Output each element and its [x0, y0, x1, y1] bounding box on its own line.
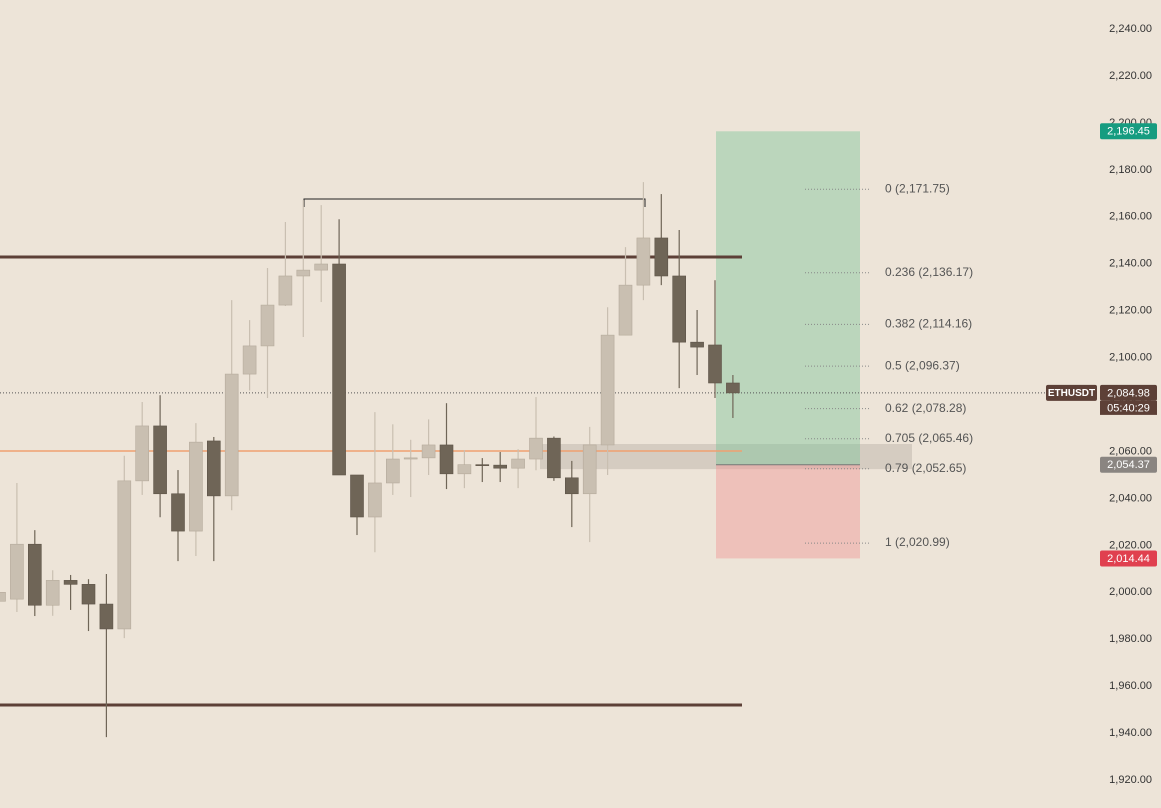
candle-body	[207, 440, 221, 497]
y-tick-label: 2,180.00	[1109, 164, 1152, 176]
candle-body	[350, 474, 364, 518]
y-tick-label: 2,140.00	[1109, 258, 1152, 270]
y-tick-label: 2,040.00	[1109, 492, 1152, 504]
candle-body	[135, 425, 149, 482]
candle-body	[63, 580, 78, 585]
y-tick-label: 1,980.00	[1109, 633, 1152, 645]
candle-body	[403, 457, 418, 460]
y-tick-label: 2,220.00	[1109, 70, 1152, 82]
candle-body	[0, 592, 6, 602]
candle-body	[600, 334, 615, 446]
candle-body	[564, 477, 579, 495]
candle-body	[296, 269, 311, 277]
price-tag-bg	[1100, 384, 1157, 401]
candle-body	[278, 275, 293, 306]
y-tick-label: 2,000.00	[1109, 586, 1152, 598]
y-tick-label: 1,960.00	[1109, 680, 1152, 692]
countdown: 05:40:29	[1107, 402, 1150, 414]
y-tick-label: 2,020.00	[1109, 539, 1152, 551]
candle-body	[99, 603, 114, 630]
candle-body	[547, 437, 561, 479]
y-tick-label: 2,060.00	[1109, 445, 1152, 457]
stop-zone	[716, 464, 860, 559]
stop-tag: 2,014.44	[1107, 553, 1150, 565]
price-tag: 2,084.98	[1107, 387, 1150, 399]
candle-body	[636, 237, 651, 286]
symbol-tag-bg	[1046, 384, 1097, 401]
y-tick-label: 2,240.00	[1109, 23, 1152, 35]
target-tag: 2,196.45	[1107, 126, 1150, 138]
candle-body	[171, 493, 185, 532]
target-tag-bg	[1100, 123, 1157, 140]
candle-body	[439, 444, 454, 475]
candle-body	[242, 345, 257, 375]
candle-body	[153, 425, 167, 495]
candle-body	[457, 464, 472, 475]
y-tick-label: 2,160.00	[1109, 211, 1152, 223]
candle-body	[27, 543, 42, 606]
candle-body	[708, 344, 722, 384]
fib-label: 0.5 (2,096.37)	[885, 358, 960, 372]
fib-label: 0 (2,171.75)	[885, 181, 950, 195]
fib-label: 0.79 (2,052.65)	[885, 461, 966, 475]
fib-label: 1 (2,020.99)	[885, 535, 950, 549]
candle-body	[189, 441, 203, 532]
stop-tag-bg	[1100, 550, 1157, 567]
symbol-tag: ETHUSDT	[1048, 388, 1095, 399]
candle-body	[582, 444, 597, 495]
candle-body	[332, 263, 346, 476]
candle-body	[726, 382, 740, 394]
candle-body	[260, 304, 275, 347]
entry-tag: 2,054.37	[1107, 459, 1150, 471]
candle-body	[493, 464, 508, 469]
high-marker	[303, 198, 646, 208]
candle-body	[368, 482, 382, 518]
countdown-bg	[1100, 400, 1157, 415]
target-zone	[716, 131, 860, 465]
candle-body	[421, 444, 436, 459]
candle-body	[654, 237, 669, 277]
candle-body	[618, 284, 633, 336]
candle-body	[224, 373, 239, 497]
y-tick-label: 1,920.00	[1109, 774, 1152, 786]
candle-body	[45, 580, 60, 606]
y-tick-label: 2,100.00	[1109, 352, 1152, 364]
candle-body	[81, 584, 96, 605]
candle-body	[117, 480, 132, 630]
y-tick-label: 2,120.00	[1109, 305, 1152, 317]
entry-tag-bg	[1100, 456, 1157, 473]
fib-label: 0.236 (2,136.17)	[885, 265, 973, 279]
candle-body	[511, 458, 525, 469]
fib-label: 0.382 (2,114.16)	[885, 317, 972, 331]
candle-body	[10, 543, 24, 600]
candle-body	[690, 341, 704, 348]
fib-label: 0.62 (2,078.28)	[885, 401, 966, 415]
candle-body	[529, 437, 543, 460]
y-tick-label: 1,940.00	[1109, 727, 1152, 739]
candle-body	[475, 464, 490, 466]
candle-body	[385, 458, 400, 484]
candle-body	[672, 275, 687, 343]
candle-body	[314, 263, 329, 271]
fib-label: 0.705 (2,065.46)	[885, 431, 973, 445]
